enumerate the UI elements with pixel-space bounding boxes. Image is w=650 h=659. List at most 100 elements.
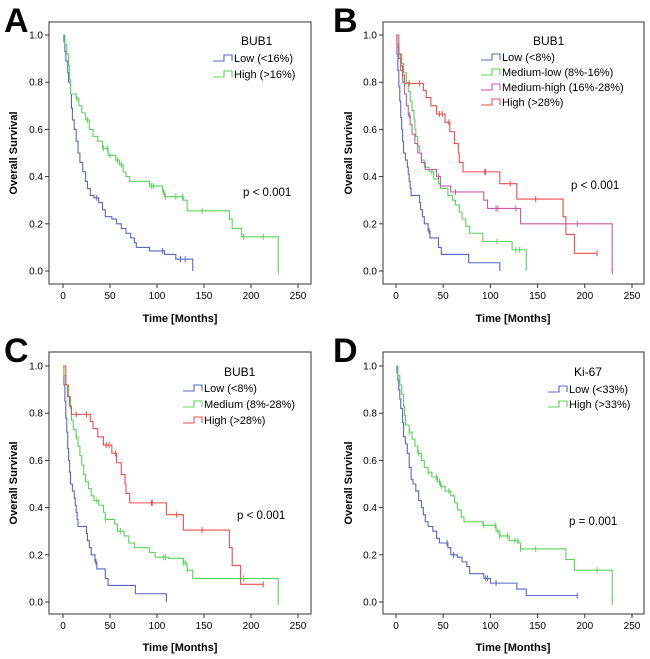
y-tick-label: 0.6 <box>363 125 377 136</box>
x-tick-label: 200 <box>576 291 593 302</box>
y-tick-label: 0.2 <box>29 219 43 230</box>
y-tick-label: 0.6 <box>363 456 377 467</box>
legend-swatch-low-16 <box>213 54 233 62</box>
legend-title: BUB1 <box>224 365 256 379</box>
y-tick-label: 0.0 <box>363 267 377 278</box>
y-axis-title: Overall Survival <box>343 111 355 194</box>
km-curve-medium-low-8-16 <box>396 34 527 271</box>
panel-letter-c: C <box>4 332 29 370</box>
y-axis-title: Overall Survival <box>8 111 20 194</box>
x-tick-label: 50 <box>438 621 450 632</box>
panel-c-legend: BUB1 Low (<8%) Medium (8%-28%) High (>28… <box>204 365 295 427</box>
y-tick-label: 1.0 <box>29 31 43 42</box>
km-curve-low-8 <box>63 365 167 602</box>
y-tick-label: 0.4 <box>363 172 377 183</box>
x-tick-label: 100 <box>149 621 166 632</box>
x-axis-title: Time [Months] <box>476 642 551 654</box>
y-tick-label: 1.0 <box>29 362 43 373</box>
km-curve-low-8 <box>396 34 501 271</box>
km-curve-medium-high-16-28 <box>396 34 613 271</box>
y-tick-label: 0.6 <box>29 456 43 467</box>
legend-item-low: Low (<8%) <box>502 52 555 64</box>
legend-swatch-medium-high-16-28 <box>481 83 501 91</box>
legend-swatch-medium-8-28 <box>183 400 203 408</box>
p-value: p < 0.001 <box>237 510 285 522</box>
panel-a: A BUB1 Low (<16%) High (>16%) p < 0.001 … <box>4 2 312 325</box>
p-value: p < 0.001 <box>243 187 291 199</box>
y-tick-label: 0.8 <box>363 78 377 89</box>
y-tick-label: 0.0 <box>363 598 377 609</box>
x-tick-label: 50 <box>438 291 450 302</box>
y-axis-title: Overall Survival <box>343 441 355 524</box>
plot-frame <box>48 351 312 615</box>
y-tick-label: 1.0 <box>363 31 377 42</box>
x-tick-label: 0 <box>393 621 399 632</box>
x-axis-title: Time [Months] <box>143 313 218 325</box>
y-tick-label: 0.4 <box>363 503 377 514</box>
legend-item-low: Low (<8%) <box>204 383 257 395</box>
legend-item-high: High (>28%) <box>502 97 563 109</box>
x-tick-label: 150 <box>529 621 546 632</box>
x-tick-label: 150 <box>196 291 213 302</box>
plot-frame <box>382 351 645 615</box>
km-curve-high-16 <box>63 34 279 271</box>
legend-swatch-low-8 <box>481 53 501 61</box>
x-tick-label: 150 <box>196 621 213 632</box>
y-tick-label: 0.2 <box>29 550 43 561</box>
legend-item-medium-low: Medium-low (8%-16%) <box>502 67 613 79</box>
x-tick-label: 0 <box>60 621 66 632</box>
x-tick-label: 50 <box>104 291 116 302</box>
x-tick-label: 50 <box>104 621 116 632</box>
panel-b: B BUB1 Low (<8%) Medium-low (8%-16%) Med… <box>333 2 645 325</box>
x-tick-label: 100 <box>149 291 166 302</box>
y-tick-label: 0.0 <box>29 267 43 278</box>
y-tick-label: 0.2 <box>363 550 377 561</box>
legend-item-high: High (>28%) <box>204 415 265 427</box>
panel-d: D Ki-67 Low (<33%) High (>33%) p = 0.001… <box>333 332 645 654</box>
x-tick-label: 200 <box>243 621 260 632</box>
y-tick-label: 0.6 <box>29 125 43 136</box>
legend-swatch-medium-low-8-16 <box>481 68 501 76</box>
km-curve-high-33 <box>396 365 613 602</box>
p-value: p = 0.001 <box>569 516 617 528</box>
legend-item-medium-high: Medium-high (16%-28%) <box>502 82 624 94</box>
x-tick-label: 100 <box>482 621 499 632</box>
y-tick-label: 0.4 <box>29 172 43 183</box>
x-tick-label: 200 <box>243 291 260 302</box>
y-tick-label: 1.0 <box>363 362 377 373</box>
panel-b-legend: BUB1 Low (<8%) Medium-low (8%-16%) Mediu… <box>502 34 624 109</box>
panel-letter-b: B <box>333 2 358 40</box>
panel-letter-d: D <box>333 332 358 370</box>
legend-title: BUB1 <box>241 34 273 48</box>
x-tick-label: 150 <box>529 291 546 302</box>
legend-item-high: High (>16%) <box>234 69 295 81</box>
x-tick-label: 250 <box>624 621 641 632</box>
x-tick-label: 0 <box>393 291 399 302</box>
legend-swatch-high-28 <box>183 416 203 424</box>
y-tick-label: 0.2 <box>363 219 377 230</box>
panel-d-legend: Ki-67 Low (<33%) High (>33%) <box>569 365 630 411</box>
km-curve-high-28 <box>396 34 598 254</box>
legend-item-high: High (>33%) <box>569 399 630 411</box>
y-tick-label: 0.8 <box>363 409 377 420</box>
legend-item-low: Low (<16%) <box>234 53 293 65</box>
legend-swatch-low-8 <box>183 384 203 392</box>
plot-frame <box>48 21 312 285</box>
km-curve-low-33 <box>396 365 578 597</box>
y-tick-label: 0.8 <box>29 409 43 420</box>
x-tick-label: 100 <box>482 291 499 302</box>
x-axis-title: Time [Months] <box>143 642 218 654</box>
km-curve-high-28 <box>63 365 264 585</box>
legend-title: Ki-67 <box>574 365 602 379</box>
y-tick-label: 0.0 <box>29 598 43 609</box>
legend-swatch-high-28 <box>481 98 501 106</box>
p-value: p < 0.001 <box>571 180 619 192</box>
x-tick-label: 250 <box>290 291 307 302</box>
panel-a-legend: BUB1 Low (<16%) High (>16%) <box>234 34 295 81</box>
x-axis-title: Time [Months] <box>476 313 551 325</box>
x-tick-label: 250 <box>290 621 307 632</box>
y-axis-title: Overall Survival <box>8 441 20 524</box>
legend-swatch-low-33 <box>548 385 568 393</box>
km-curve-medium-8-28 <box>63 365 279 602</box>
